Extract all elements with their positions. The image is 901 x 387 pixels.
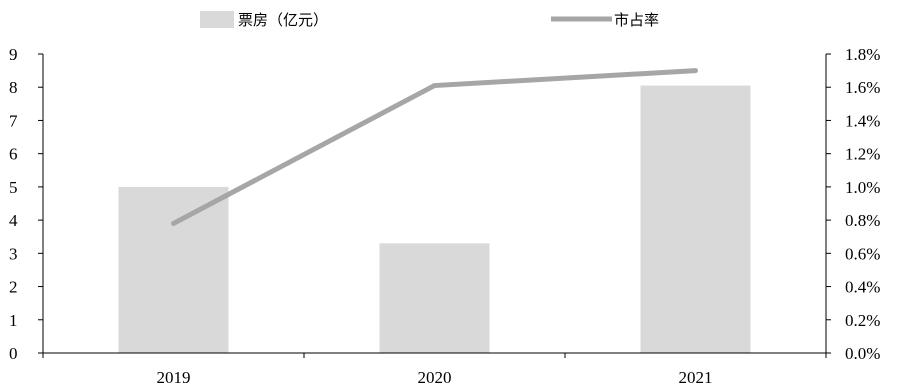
y-left-tick-label: 7 [9,111,18,130]
y-right-tick-label: 1.8% [845,45,880,64]
legend: 票房（亿元） 市占率 [200,11,659,29]
y-left-tick-label: 4 [9,211,18,230]
y-right-tick-label: 0.4% [845,278,880,297]
x-tick-label-2021: 2021 [679,368,713,387]
y-right-tick-label: 0.8% [845,211,880,230]
y-right-tick-label: 1.4% [845,111,880,130]
y-right-tick-label: 1.0% [845,178,880,197]
x-tick-label-2019: 2019 [157,368,191,387]
y-right-tick-label: 1.2% [845,145,880,164]
line-series [171,68,698,226]
legend-swatch-bar [200,11,234,28]
y-left-tick-label: 8 [9,78,18,97]
plot-area: 0 1 2 3 4 5 6 7 8 9 0.0% 0.2% 0.4% 0.6% 0.8% 1.0% 1.2% 1.… [9,45,880,387]
x-tick-label-2020: 2020 [418,368,452,387]
legend-label-line: 市占率 [614,11,659,29]
bar-2020 [379,243,490,353]
bar-2021 [640,85,751,354]
y-right-tick-label: 0.6% [845,244,880,263]
y-left-tick-label: 5 [9,178,18,197]
y-left-tick-label: 0 [9,344,18,363]
legend-label-bar: 票房（亿元） [238,11,328,29]
y-left-tick-label: 1 [9,311,18,330]
y-right-tick-label: 0.2% [845,311,880,330]
y-left-tick-label: 2 [9,278,18,297]
y-left-tick-label: 9 [9,45,18,64]
bar-2019 [118,186,229,353]
y-left-tick-label: 6 [9,145,18,164]
y-right-tick-label: 0.0% [845,344,880,363]
y-right-tick-label: 1.6% [845,78,880,97]
y-left-tick-label: 3 [9,244,18,263]
